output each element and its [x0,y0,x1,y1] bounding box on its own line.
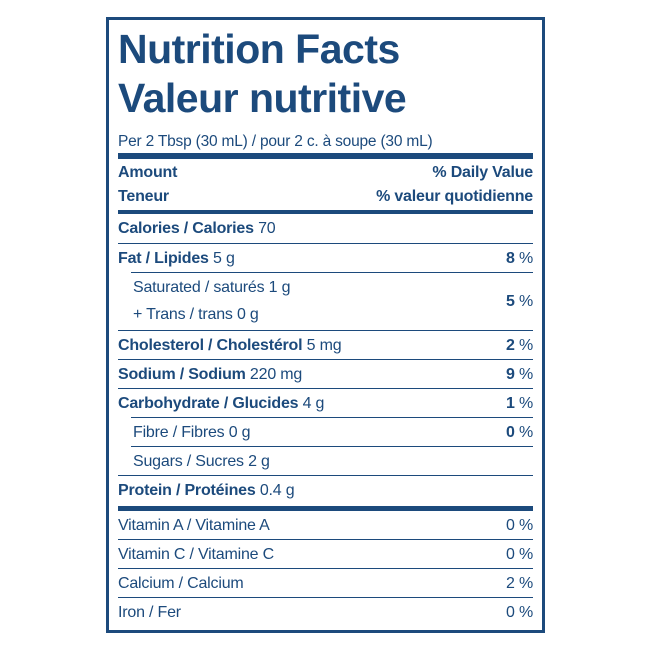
dv-fr: % valeur quotidienne [376,188,533,205]
dv-unit: % [518,517,533,534]
rule [118,506,533,511]
nutrient-name: Calories / Calories [118,220,254,237]
rule [118,568,533,569]
nutrient-amount: 70 [258,220,276,237]
vitamin-name: Vitamin C / Vitamine C [118,546,274,563]
rule [118,243,533,244]
rule [118,388,533,389]
nutrient-name: Carbohydrate / Glucides [118,395,299,412]
thick-rule [118,153,533,159]
nutrient-amount: 0.4 g [259,482,295,499]
rule [118,539,533,540]
nutrient-amount: 0 g [228,424,251,441]
dv-unit: % [518,546,533,563]
rule [131,446,533,447]
daily-value: 0 % [506,546,533,564]
rule [131,417,533,418]
dv-unit: % [518,604,533,621]
nutrient-name: Fat / Lipides [118,250,209,267]
nutrient-row: Saturated / saturés 1 g [133,279,290,297]
daily-value: 0 % [506,604,533,622]
nutrition-label: Nutrition Facts Valeur nutritive Per 2 T… [106,17,545,633]
nutrient-row: + Trans / trans 0 g [133,306,259,324]
rule [131,272,533,273]
nutrient-row: Carbohydrate / Glucides 4 g [118,395,324,413]
nutrient-name: + Trans / trans [133,306,233,323]
dv-en: % Daily Value [432,164,533,181]
nutrient-amount: 5 g [213,250,235,267]
nutrient-row: Protein / Protéines 0.4 g [118,482,295,500]
vitamin-name: Calcium / Calcium [118,575,244,592]
dv-unit: % [518,336,533,354]
rule [118,597,533,598]
vitamin-name: Iron / Fer [118,604,181,621]
vitamin-name: Vitamin A / Vitamine A [118,517,270,534]
dv-number: 0 [506,517,515,534]
amount-fr: Teneur [118,188,169,205]
dv-number: 9 [506,365,515,383]
daily-value: 2 % [506,337,533,355]
nutrient-amount: 1 g [268,279,291,296]
dv-unit: % [518,394,533,412]
nutrient-amount: 0 g [236,306,259,323]
rule [118,475,533,476]
nutrient-name: Cholesterol / Cholestérol [118,337,303,354]
title-fr: Valeur nutritive [118,75,407,121]
nutrient-row: Fibre / Fibres 0 g [133,424,251,442]
daily-value: 1 % [506,395,533,413]
dv-unit: % [518,293,533,310]
daily-value: 9 % [506,366,533,384]
daily-value: 5 % [506,293,533,311]
nutrient-name: Protein / Protéines [118,482,256,499]
serving: Per 2 Tbsp (30 mL) / pour 2 c. à soupe (… [118,133,433,150]
dv-number: 2 [506,336,515,354]
dv-number: 0 [506,423,515,441]
nutrient-amount: 5 mg [306,337,342,354]
daily-value: 8 % [506,250,533,268]
dv-number: 0 [506,546,515,563]
dv-number: 0 [506,604,515,621]
dv-number: 8 [506,249,515,267]
rule [118,359,533,360]
nutrient-amount: 2 g [248,453,270,470]
amount-en: Amount [118,164,178,181]
nutrient-row: Calories / Calories 70 [118,220,276,238]
daily-value: 0 % [506,424,533,442]
nutrient-name: Sugars / Sucres [133,453,244,470]
rule [118,330,533,331]
nutrient-name: Fibre / Fibres [133,424,225,441]
nutrient-amount: 220 mg [249,366,303,383]
dv-number: 2 [506,575,515,592]
dv-number: 1 [506,394,515,412]
daily-value: 0 % [506,517,533,535]
nutrient-row: Sodium / Sodium 220 mg [118,366,302,384]
dv-unit: % [518,423,533,441]
nutrient-name: Saturated / saturés [133,279,265,296]
title-en: Nutrition Facts [118,26,400,72]
nutrient-row: Cholesterol / Cholestérol 5 mg [118,337,342,355]
daily-value: 2 % [506,575,533,593]
dv-unit: % [518,249,533,267]
nutrient-amount: 4 g [302,395,325,412]
nutrient-row: Sugars / Sucres 2 g [133,453,270,471]
thick-rule [118,210,533,214]
nutrient-name: Sodium / Sodium [118,366,246,383]
dv-unit: % [518,365,533,383]
dv-number: 5 [506,293,515,310]
dv-unit: % [518,575,533,592]
nutrient-row: Fat / Lipides 5 g [118,250,235,268]
